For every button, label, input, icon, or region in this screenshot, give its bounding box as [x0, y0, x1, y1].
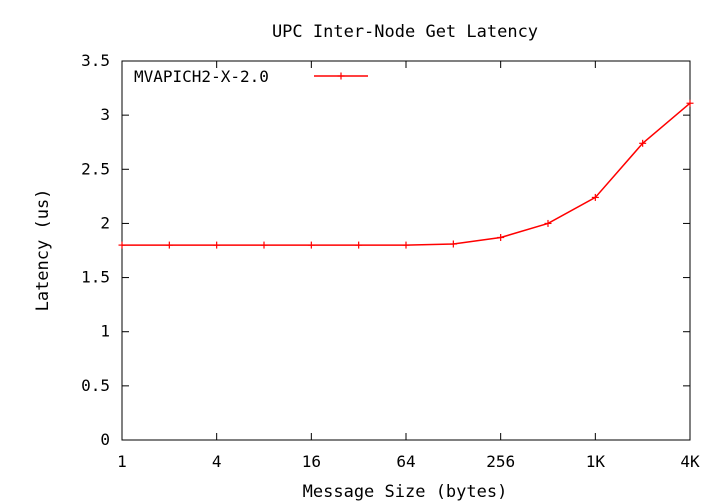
x-tick-label-1: 4	[212, 452, 222, 471]
x-axis-label: Message Size (bytes)	[303, 482, 508, 502]
x-tick-label-6: 4K	[680, 452, 700, 471]
legend-label-series-0: MVAPICH2-X-2.0	[134, 67, 269, 86]
chart-title: UPC Inter-Node Get Latency	[272, 22, 538, 42]
data-point-0-12	[686, 99, 694, 107]
data-point-0-5	[355, 241, 363, 249]
data-point-0-0	[118, 241, 126, 249]
legend-marker-plus	[337, 72, 345, 80]
series-line-0	[122, 102, 691, 246]
x-tick-label-5: 1K	[586, 452, 606, 471]
y-tick-label-6: 3	[100, 105, 110, 124]
y-tick-label-2: 1	[100, 322, 110, 341]
x-tick-label-3: 64	[396, 452, 415, 471]
x-tick-label-0: 1	[117, 452, 127, 471]
data-point-0-4	[307, 241, 315, 249]
data-point-0-3	[260, 241, 268, 249]
data-point-0-9	[544, 219, 552, 227]
y-tick-label-5: 2.5	[81, 159, 110, 178]
data-point-0-2	[213, 241, 221, 249]
axis-ticks	[121, 60, 691, 441]
y-tick-labels: 0 0.5 1 1.5 2 2.5 3 3.5	[81, 51, 110, 449]
data-point-0-6	[402, 241, 410, 249]
y-tick-label-7: 3.5	[81, 51, 110, 70]
x-tick-label-4: 256	[486, 452, 515, 471]
plot-area	[121, 60, 691, 441]
x-tick-label-2: 16	[302, 452, 321, 471]
data-point-0-8	[497, 234, 505, 242]
y-tick-label-3: 1.5	[81, 268, 110, 287]
data-point-0-7	[449, 240, 457, 248]
legend-marker-series-0	[337, 72, 345, 80]
y-axis-label: Latency (us)	[33, 189, 53, 312]
y-tick-label-0: 0	[100, 430, 110, 449]
y-tick-label-1: 0.5	[81, 376, 110, 395]
legend: MVAPICH2-X-2.0	[134, 67, 368, 86]
data-point-0-11	[639, 139, 647, 147]
y-tick-label-4: 2	[100, 213, 110, 232]
series-layer	[118, 99, 694, 249]
x-tick-labels: 1 4 16 64 256 1K 4K	[117, 452, 700, 471]
data-point-0-10	[591, 193, 599, 201]
data-point-0-1	[165, 241, 173, 249]
